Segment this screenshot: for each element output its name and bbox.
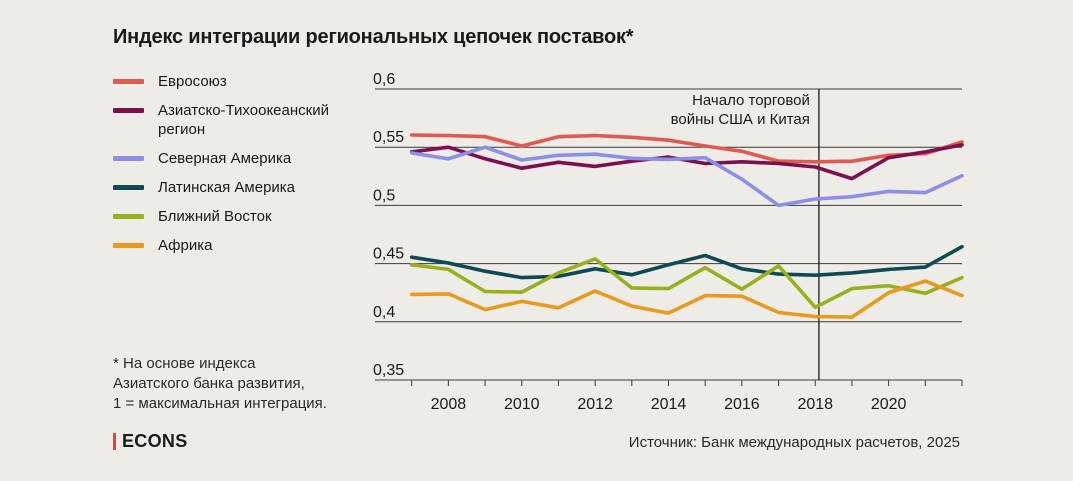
footnote-line: * На основе индекса — [113, 355, 256, 372]
footnote-line: Азиатского банка развития, — [113, 375, 305, 392]
legend-item: Ближний Восток — [113, 207, 363, 226]
series-line — [409, 133, 964, 164]
legend-swatch — [113, 156, 144, 161]
x-tick-label: 2010 — [504, 396, 540, 413]
econs-logo: ECONS — [113, 431, 188, 452]
series-line — [409, 257, 964, 310]
legend-swatch — [113, 79, 144, 84]
legend-item: Евросоюз — [113, 72, 363, 91]
annotation-text: войны США и Китая — [671, 111, 810, 128]
x-tick-label: 2008 — [431, 396, 467, 413]
legend-item: Латинская Америка — [113, 178, 363, 197]
series-line — [409, 244, 964, 280]
legend-label: Африка — [158, 237, 213, 254]
legend-label: Евросоюз — [158, 73, 227, 90]
logo-bar-icon — [113, 433, 116, 450]
y-tick-label: 0,55 — [373, 129, 404, 146]
legend-item: Северная Америка — [113, 149, 363, 168]
y-tick-label: 0,45 — [373, 246, 404, 263]
chart-title: Индекс интеграции региональных цепочек п… — [113, 26, 634, 48]
annotation-text: Начало торговой — [692, 92, 810, 109]
series-line — [409, 145, 964, 208]
y-tick-label: 0,5 — [373, 187, 395, 204]
source-note: Источник: Банк международных расчетов, 2… — [628, 434, 960, 451]
y-tick-label: 0,6 — [373, 71, 395, 88]
legend-label: Ближний Восток — [158, 208, 272, 225]
y-tick-label: 0,4 — [373, 304, 395, 321]
legend-label: Северная Америка — [158, 150, 292, 167]
x-tick-label: 2014 — [651, 396, 687, 413]
legend-swatch — [113, 108, 144, 113]
legend-item: Азиатско-Тихоокеанский регион — [113, 101, 363, 139]
series-line — [409, 279, 964, 319]
footnote: * На основе индекса Азиатского банка раз… — [113, 354, 373, 414]
legend-swatch — [113, 185, 144, 190]
logo-text: ECONS — [122, 431, 188, 451]
x-tick-label: 2016 — [724, 396, 760, 413]
x-tick-label: 2020 — [871, 396, 907, 413]
y-tick-label: 0,35 — [373, 362, 404, 379]
legend-swatch — [113, 243, 144, 248]
legend-label: Латинская Америка — [158, 179, 296, 196]
legend-swatch — [113, 214, 144, 219]
legend: Евросоюз Азиатско-Тихоокеанский регион Сев… — [113, 72, 363, 255]
x-tick-label: 2012 — [577, 396, 613, 413]
x-tick-label: 2018 — [797, 396, 833, 413]
footnote-line: 1 = максимальная интеграция. — [113, 395, 327, 412]
legend-item: Африка — [113, 236, 363, 255]
legend-label: Азиатско-Тихоокеанский регион — [158, 102, 329, 138]
